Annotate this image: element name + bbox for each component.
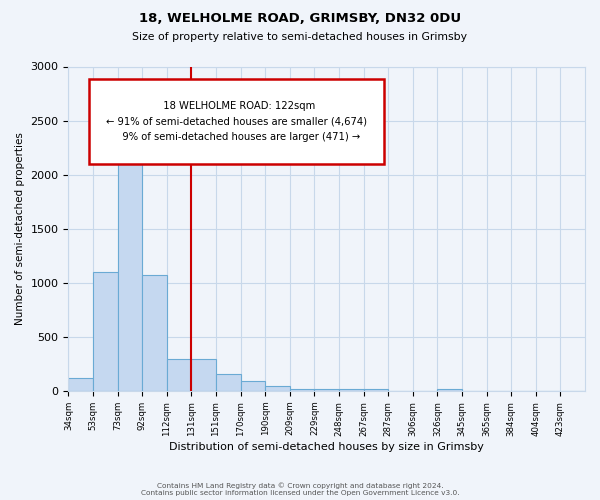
Text: 18 WELHOLME ROAD: 122sqm
← 91% of semi-detached houses are smaller (4,674)
   9%: 18 WELHOLME ROAD: 122sqm ← 91% of semi-d…	[106, 101, 367, 142]
Bar	[241, 381, 265, 391]
Bar	[364, 390, 388, 391]
Bar	[118, 148, 142, 391]
Bar	[339, 389, 364, 391]
X-axis label: Distribution of semi-detached houses by size in Grimsby: Distribution of semi-detached houses by …	[169, 442, 484, 452]
Bar	[68, 378, 93, 391]
Text: Contains public sector information licensed under the Open Government Licence v3: Contains public sector information licen…	[140, 490, 460, 496]
Bar	[290, 389, 314, 391]
Bar	[167, 358, 191, 391]
Y-axis label: Number of semi-detached properties: Number of semi-detached properties	[15, 132, 25, 325]
Bar	[216, 374, 241, 391]
Bar	[93, 272, 118, 391]
Bar	[191, 358, 216, 391]
Text: 18, WELHOLME ROAD, GRIMSBY, DN32 0DU: 18, WELHOLME ROAD, GRIMSBY, DN32 0DU	[139, 12, 461, 26]
Bar	[265, 386, 290, 391]
Bar	[314, 389, 339, 391]
Bar	[437, 390, 462, 391]
FancyBboxPatch shape	[89, 80, 383, 164]
Text: Contains HM Land Registry data © Crown copyright and database right 2024.: Contains HM Land Registry data © Crown c…	[157, 482, 443, 489]
Bar	[142, 274, 167, 391]
Text: Size of property relative to semi-detached houses in Grimsby: Size of property relative to semi-detach…	[133, 32, 467, 42]
